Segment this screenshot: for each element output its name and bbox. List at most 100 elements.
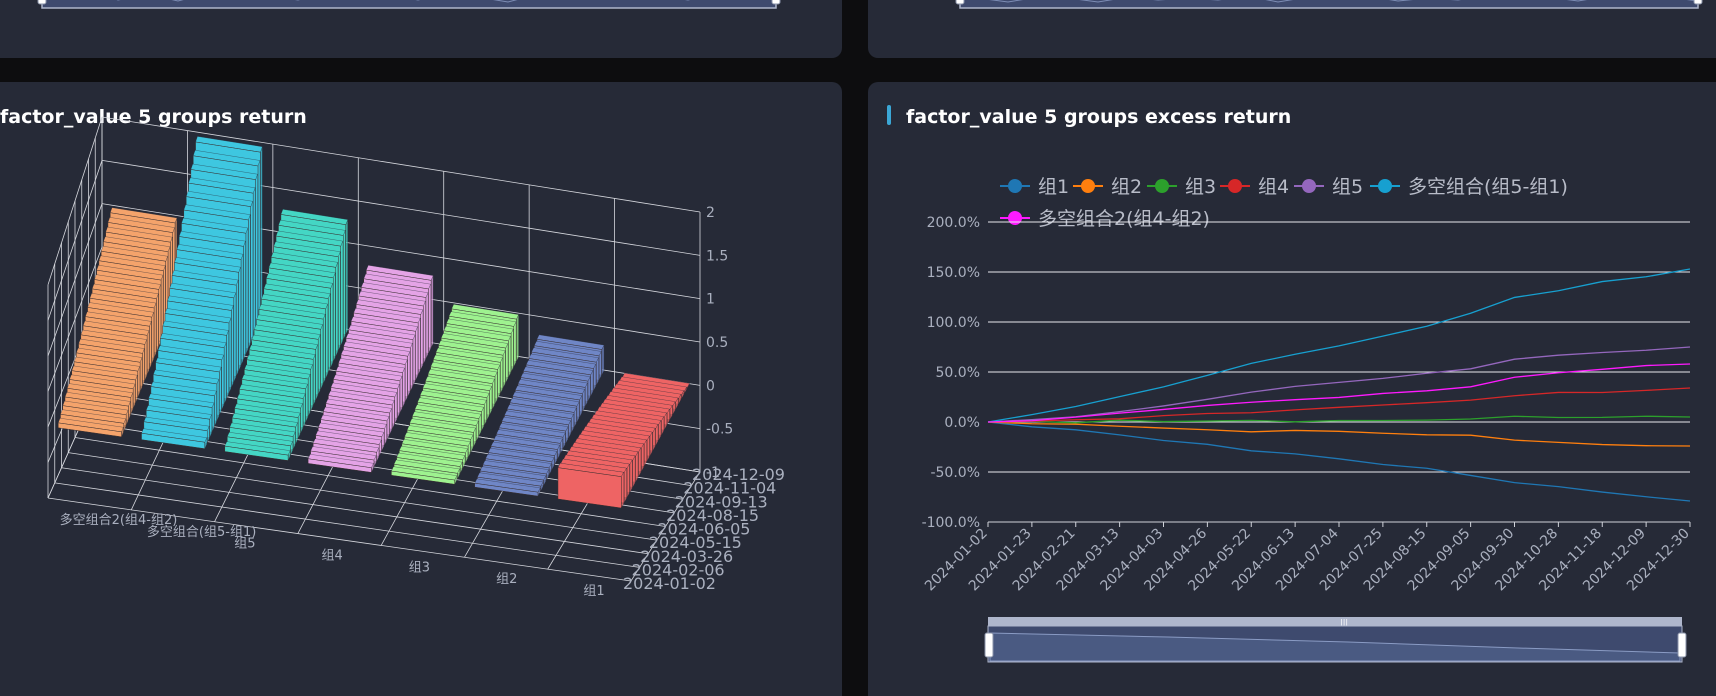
bar-side [397, 384, 400, 419]
category-label: 组4 [322, 549, 343, 564]
series-line[interactable] [987, 421, 1691, 502]
z-tick-label: 1 [706, 292, 715, 308]
legend-marker [1228, 179, 1242, 193]
bar-side [335, 262, 338, 357]
bar-side [621, 472, 624, 509]
slider-window[interactable] [41, 0, 777, 9]
legend-item[interactable]: 组1 [1000, 176, 1069, 198]
bar[interactable] [224, 445, 289, 461]
bar-series [141, 136, 263, 449]
legend-item[interactable]: 组4 [1220, 176, 1289, 198]
z-tick-label: 1.5 [706, 248, 728, 264]
bar-side [300, 403, 303, 434]
bar-side [596, 357, 599, 386]
top-left-slider[interactable] [0, 0, 842, 58]
bar-side [221, 354, 224, 410]
legend-item[interactable]: 组5 [1294, 176, 1363, 198]
grid-line [101, 116, 701, 213]
legend-item[interactable]: 多空组合2(组4-组2) [1000, 208, 1210, 230]
z-tick-label: 0 [706, 378, 715, 394]
legend: 组1 组2 组3 组4 组5 多空组合(组5-组1) 多空组合2(组4-组2) [1000, 176, 1568, 230]
top-right-slider[interactable] [868, 0, 1716, 58]
bar[interactable] [141, 432, 206, 449]
bar-series [557, 372, 690, 509]
bar-side [412, 334, 416, 386]
series-line[interactable] [987, 363, 1691, 423]
legend-item[interactable]: 组2 [1073, 176, 1142, 198]
legend-label: 组2 [1111, 176, 1142, 198]
series-line[interactable] [987, 268, 1691, 423]
legend-marker [1008, 179, 1022, 193]
category-label: 组5 [234, 537, 255, 552]
bar-side [214, 391, 217, 427]
series-line[interactable] [987, 346, 1691, 423]
panel-top-left [0, 0, 842, 58]
legend-label: 多空组合(组5-组1) [1408, 176, 1568, 198]
slider-handle-left[interactable] [37, 0, 47, 5]
legend-label: 组1 [1038, 176, 1069, 198]
bar-side [211, 402, 215, 433]
bar-side [142, 348, 145, 387]
bar-side [508, 336, 511, 378]
y-tick-label: 200.0% [927, 215, 980, 231]
bar-side [238, 267, 241, 371]
bar-side [323, 314, 326, 384]
bar-side [240, 254, 244, 366]
panel-group-excess-return: factor_value 5 groups excess return 组1 组2… [868, 82, 1716, 696]
legend-marker [1155, 179, 1169, 193]
slider-handle-right[interactable] [771, 0, 781, 5]
bar-side [417, 318, 421, 376]
bar-side [257, 160, 261, 327]
bar-side [146, 330, 150, 375]
bar-side [601, 345, 605, 375]
legend-label: 多空组合2(组4-组2) [1038, 208, 1210, 230]
slider-handle-right[interactable] [1693, 0, 1703, 5]
panel-group-return: factor_value 5 groups return -1 -0.5 0 0.5 1… [0, 82, 842, 696]
bar-side [255, 174, 258, 333]
series-line[interactable] [987, 387, 1691, 423]
bar[interactable] [474, 482, 539, 497]
bar-side [236, 280, 239, 377]
bar[interactable] [307, 458, 372, 473]
bar-side [318, 334, 321, 395]
bar-side [497, 364, 500, 399]
bar-side [492, 379, 495, 410]
grid-line [47, 116, 103, 285]
bar-side [219, 367, 222, 416]
bar-side [402, 367, 405, 408]
series-line[interactable] [987, 421, 1691, 447]
bar-side [158, 284, 161, 347]
z-tick-label: -1 [706, 465, 720, 481]
date-tick-label: 2024-02-06 [632, 560, 725, 579]
bar-side [315, 344, 318, 401]
legend-item[interactable]: 组3 [1147, 176, 1216, 198]
bar[interactable] [391, 470, 455, 485]
slider-handle-left[interactable] [955, 0, 965, 5]
y-tick-label: 0.0% [944, 415, 980, 431]
bar-side [233, 292, 236, 383]
bar3d-series [57, 136, 690, 509]
bar-side [231, 305, 234, 388]
bar-side [325, 303, 328, 379]
bar-side [632, 455, 636, 488]
bar-side [629, 459, 633, 493]
title-accent [887, 105, 891, 125]
panel-top-right [868, 0, 1716, 58]
bar-side [137, 366, 140, 398]
bar[interactable] [57, 422, 122, 438]
series-line[interactable] [987, 415, 1691, 424]
bar-side [513, 321, 517, 367]
bar-side [394, 392, 398, 424]
grid-line [54, 482, 640, 568]
bar-side [228, 317, 232, 394]
category-label: 组3 [409, 560, 430, 575]
category-label: 多空组合2(组4-组2) [60, 512, 178, 528]
date-tick-label: 2024-05-15 [649, 533, 742, 552]
bar3d-chart[interactable]: -1 -0.5 0 0.5 1 1.5 2 多空组合2(组4-组2)多空组合(组5-组1)组5… [0, 82, 842, 696]
bar[interactable] [557, 467, 622, 509]
slider-window[interactable] [959, 0, 1699, 9]
line-chart[interactable]: 组1 组2 组3 组4 组5 多空组合(组5-组1)多空组合2(组4-组2)-100.0%… [868, 82, 1716, 696]
y-tick-label: 100.0% [927, 315, 980, 331]
legend-item[interactable]: 多空组合(组5-组1) [1370, 176, 1568, 198]
